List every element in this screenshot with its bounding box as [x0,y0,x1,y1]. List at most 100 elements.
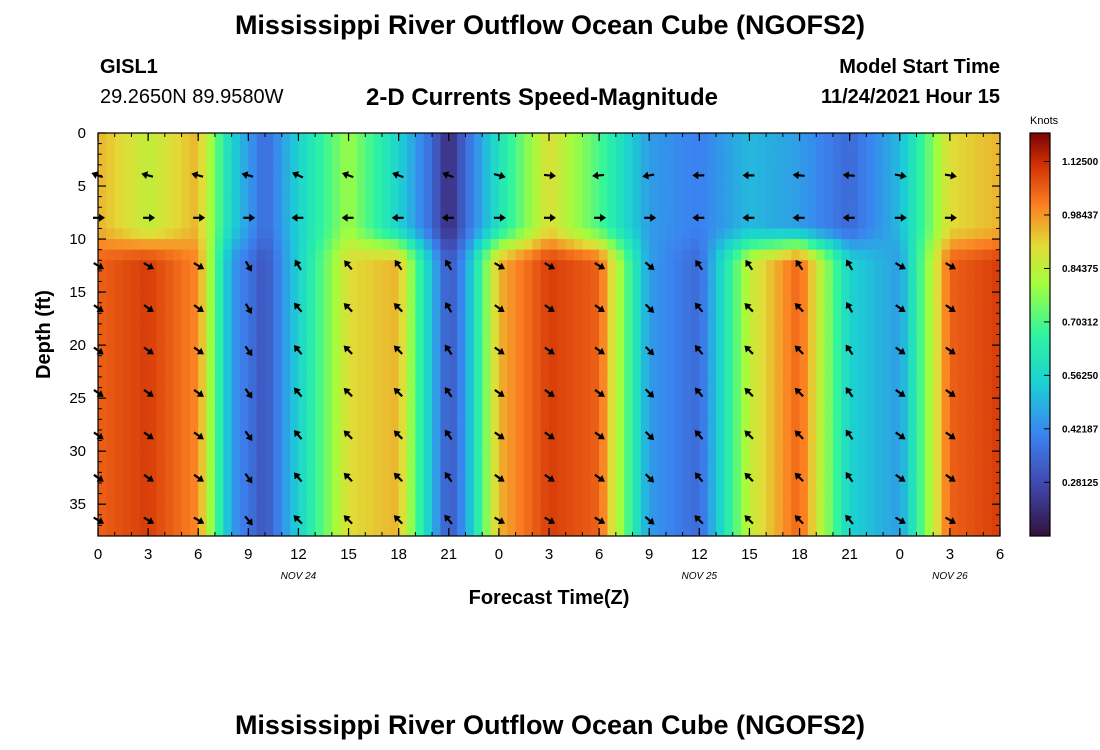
heatmap-cell [899,493,909,505]
heatmap-cell [983,514,993,526]
heatmap-cell [782,313,792,325]
heatmap-cell [482,270,492,283]
heatmap-cell [373,514,383,526]
heatmap-cell [607,228,617,240]
heatmap-cell [974,186,984,198]
heatmap-cell [490,493,500,505]
heatmap-cell [624,482,634,495]
heatmap-cell [707,451,717,463]
heatmap-cell [941,482,951,495]
heatmap-cell [816,196,826,208]
heatmap-cell [173,292,183,304]
heatmap-cell [607,419,617,431]
heatmap-cell [407,196,416,208]
heatmap-cell [599,451,609,463]
heatmap-cell [114,302,124,314]
heatmap-cell [440,408,450,420]
heatmap-cell [557,514,567,526]
heatmap-cell [223,292,233,304]
heatmap-cell [899,164,909,177]
heatmap-cell [298,164,308,177]
heatmap-cell [507,270,517,283]
heatmap-cell [624,323,634,336]
heatmap-cell [498,302,508,314]
heatmap-cell [507,419,517,431]
heatmap-cell [432,334,442,346]
heatmap-cell [574,472,584,484]
heatmap-cell [98,228,107,240]
heatmap-cell [607,440,617,452]
heatmap-cell [883,514,893,526]
heatmap-cell [465,376,475,389]
heatmap-cell [732,451,742,463]
heatmap-cell [223,461,233,473]
heatmap-cell [565,366,575,378]
heatmap-cell [649,323,659,336]
heatmap-cell [507,461,517,473]
heatmap-cell [523,143,533,155]
heatmap-cell [607,313,617,325]
heatmap-cell [757,260,767,272]
heatmap-cell [315,239,325,251]
heatmap-cell [490,175,500,187]
heatmap-cell [156,281,166,293]
heatmap-cell [139,175,149,187]
heatmap-cell [716,493,725,505]
heatmap-cell [941,323,951,336]
heatmap-cell [632,313,642,325]
heatmap-cell [173,366,183,378]
heatmap-cell [507,376,517,389]
heatmap-cell [290,440,300,452]
heatmap-cell [540,302,550,314]
heatmap-cell [373,228,383,240]
heatmap-cell [373,376,383,389]
heatmap-cell [657,419,667,431]
heatmap-cell [791,260,801,272]
heatmap-cell [106,270,116,283]
heatmap-cell [899,345,909,357]
current-vector [143,346,154,355]
heatmap-cell [415,196,425,208]
heatmap-cell [549,207,558,219]
heatmap-cell [465,451,475,463]
heatmap-cell [565,292,575,304]
heatmap-cell [148,440,158,452]
heatmap-cell [991,387,1000,399]
heatmap-cell [298,355,308,367]
heatmap-cell [657,398,667,410]
heatmap-cell [766,504,776,516]
heatmap-cell [139,217,149,230]
heatmap-cell [574,419,584,431]
heatmap-cell [958,196,968,208]
heatmap-cell [766,249,776,261]
heatmap-cell [590,398,600,410]
heatmap-cell [189,387,199,399]
heatmap-cell [774,313,784,325]
heatmap-cell [757,249,767,261]
heatmap-cell [298,408,308,420]
heatmap-cell [816,451,826,463]
heatmap-cell [858,228,867,240]
heatmap-cell [398,482,408,495]
heatmap-cell [340,398,350,410]
heatmap-cell [791,419,801,431]
heatmap-cell [958,419,968,431]
heatmap-cell [883,228,893,240]
heatmap-cell [549,270,558,283]
heatmap-cell [574,292,584,304]
heatmap-cell [523,228,533,240]
heatmap-cell [482,387,492,399]
heatmap-cell [699,207,709,219]
heatmap-cell [590,154,600,166]
heatmap-cell [189,186,199,198]
heatmap-cell [198,260,208,272]
heatmap-cell [924,472,934,484]
heatmap-cell [799,429,809,442]
heatmap-cell [214,186,224,198]
heatmap-cell [373,207,383,219]
heatmap-cell [749,154,759,166]
heatmap-cell [782,164,792,177]
heatmap-cell [373,281,383,293]
heatmap-cell [189,323,199,336]
heatmap-cell [874,143,884,155]
